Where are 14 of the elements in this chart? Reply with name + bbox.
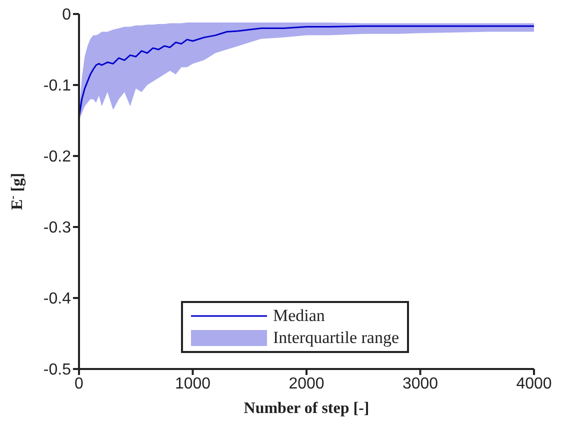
y-tick-label: 0 (62, 6, 72, 24)
x-axis-title: Number of step [-] (244, 400, 370, 417)
x-tick-label: 3000 (402, 375, 438, 392)
x-tick-label: 1000 (174, 375, 211, 392)
y-tick-label: -0.5 (43, 362, 72, 379)
x-tick-label: 2000 (288, 375, 324, 392)
y-tick-label: -0.2 (43, 148, 72, 166)
legend-label: Median (273, 306, 325, 326)
y-tick-label: -0.1 (43, 78, 72, 95)
y-tick-label: -0.4 (43, 290, 72, 308)
x-tick-label: 4000 (516, 375, 552, 392)
x-tick-label: 0 (74, 375, 84, 392)
annotation: Interquartile range (273, 328, 400, 348)
y-tick-label: -0.3 (43, 220, 72, 237)
